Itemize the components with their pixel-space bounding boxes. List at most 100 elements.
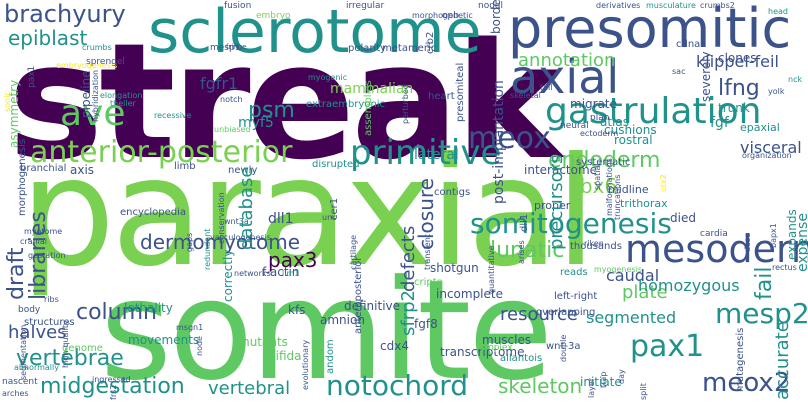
word-presomitic: presomitic [508, 2, 791, 56]
word-perturbed: notch [220, 96, 243, 104]
word-heart: plan [590, 114, 609, 123]
word-notch: rostral [614, 134, 653, 146]
word-cranial: unbiased [214, 126, 251, 134]
word-spatial: layer [588, 378, 596, 398]
word-mesp2: mesp2 [715, 300, 808, 328]
word-epiblast: epiblast [8, 28, 87, 48]
word-trithorax: bioplex [480, 344, 513, 353]
word-derivatives: post-implantation [492, 80, 506, 204]
word-crb2: tail [540, 84, 552, 92]
word-arises: malformations [606, 158, 614, 216]
word-musculature: contigs [434, 188, 470, 198]
word-truncations: split [640, 383, 648, 400]
word-brachyury: brachyury [4, 2, 126, 26]
word-migrate: left-right [554, 292, 597, 302]
word-networks: musculature [646, 2, 696, 10]
word-asymmetry: heart [428, 92, 455, 102]
word-cardia: riken [584, 240, 604, 248]
word-resegmentation: segmentation [20, 325, 28, 380]
word-myotome: recessive [154, 112, 192, 120]
word-definitive: yolk [768, 88, 784, 96]
word-redundant: sonic [4, 91, 12, 112]
word-post-implantation: redundant [204, 229, 212, 270]
word-axis: sprengel [86, 58, 125, 67]
word-wnt3a: borders [490, 0, 502, 34]
word-mutagenesis: lim1 [282, 270, 299, 278]
word-limb: pax1 [28, 66, 37, 88]
word-cripto: expands [786, 209, 798, 260]
word-amnion: organization [742, 152, 792, 160]
word-conservation: otx2 [660, 174, 668, 192]
word-buds: bapx1 [770, 223, 778, 248]
word-cytoskeleton: double [560, 335, 568, 362]
word-presomiteal: perturbed [402, 84, 410, 124]
word-lateral: segmented [586, 310, 676, 326]
word-lim1: nck [788, 76, 802, 84]
word-unc: crb2 [426, 32, 436, 54]
word-nascent: axis [70, 164, 94, 176]
word-interactome: overlapping [536, 308, 595, 318]
word-vasculogenesis: crumbs2 [700, 2, 735, 10]
word-ectoderm: cdnas [676, 40, 706, 50]
word-layer: cartilage [350, 235, 358, 270]
word-wnt-3a: movements [128, 334, 199, 346]
word-cdx4: body [18, 306, 40, 315]
word-extraembryonic: fringe [226, 44, 246, 51]
word-high-quality: frs2 [110, 385, 118, 400]
word-sonic: fusion [224, 2, 251, 11]
word-visceral: homozygous [638, 278, 740, 294]
word-proper: allantois [500, 354, 542, 364]
word-embryogenesis: irregular [346, 2, 384, 11]
word-vertebrae: vertebral [208, 380, 290, 398]
word-left-right: bifida [268, 350, 301, 362]
word-nodal: lateral [414, 148, 459, 162]
word-lfng: lfng [718, 78, 760, 100]
word-epaxial: trithorax [620, 198, 668, 209]
word-hybridization: hybridization [92, 70, 100, 122]
word-malformations: day [618, 369, 626, 384]
word-reads: cdx4 [380, 340, 409, 352]
word-embryo: dll1 [268, 212, 294, 226]
word-atlas: clones [718, 52, 757, 64]
word-body: limb [174, 162, 196, 172]
word-theiler: polarity [348, 44, 386, 54]
word-assemblies: presomiteal [456, 63, 466, 122]
word-irregular: database [238, 167, 256, 250]
word-polarity: precursors [548, 155, 566, 250]
word-severely: arises [518, 240, 526, 264]
word-riken: severely [700, 51, 712, 102]
word-gaps: truncations [614, 175, 622, 220]
word-initiate: msgn1 [176, 324, 203, 332]
word-borders: skeletal [510, 92, 541, 100]
word-crumbs: embryo [256, 12, 291, 21]
word-mesp1: libraries [28, 211, 50, 300]
word-myogenic: ectoderm [580, 130, 618, 138]
word-libraries: shotgun [430, 262, 479, 274]
word-ingressed: accurate [774, 321, 792, 400]
word-myogenesis: mutagenesis [736, 328, 746, 392]
word-morphogenesis: assemblies [364, 80, 374, 136]
word-split: gaps [186, 233, 194, 252]
word-evolutionary: transient [424, 234, 432, 270]
word-f-actin: derivatives [596, 2, 640, 10]
word-cartilage: spatial [594, 163, 602, 190]
word-node: quantitative [488, 245, 496, 294]
word-mammalian: crumbs [82, 44, 112, 52]
word-abnormally: morphogenesis [18, 139, 28, 216]
word-rectus: myogenesis [594, 266, 642, 274]
word-notochord: notochord [326, 372, 468, 400]
word-fgfr1: fgfr1 [200, 76, 238, 92]
word-pax1: pax1 [630, 332, 704, 362]
word-encyclopedia: theiler [110, 100, 136, 108]
word-meox: meox [468, 124, 551, 154]
word-accurate: conservation [218, 192, 226, 244]
word-skeleton: skeleton [498, 376, 582, 396]
word-anteroposterior: asymmetry [8, 80, 20, 148]
word-neural: epaxial [740, 122, 780, 133]
word-segmented: fail [754, 267, 776, 300]
word-rostral: trunk [718, 102, 750, 114]
word-cushions: sac [672, 68, 685, 76]
word-frs2: morphogenetic [412, 12, 473, 20]
word-disrupted: head [768, 8, 788, 16]
word-shotgun: cardia [700, 230, 728, 239]
